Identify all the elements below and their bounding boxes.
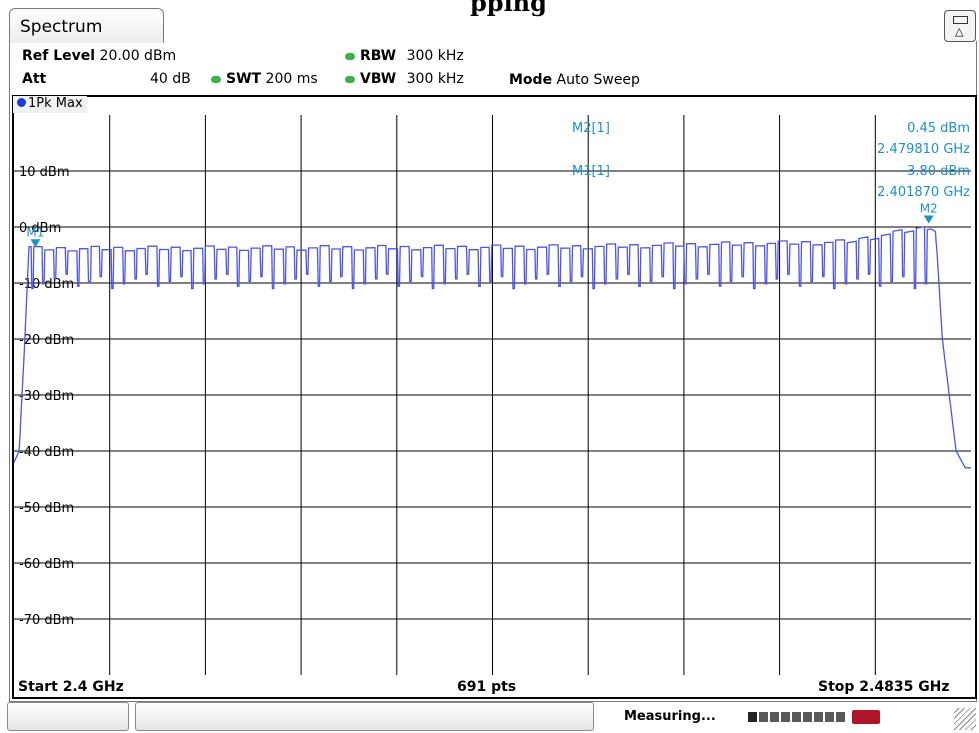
rbw-setting: RBW 300 kHz	[345, 48, 464, 64]
mode-setting: Mode Auto Sweep	[509, 72, 640, 88]
swt-label: SWT	[226, 71, 262, 87]
swt-value: 200 ms	[265, 71, 318, 87]
vbw-coupled-icon	[345, 75, 355, 83]
ref-level-label: Ref Level	[22, 48, 96, 64]
att-label-wrap: Att	[22, 71, 46, 87]
status-message-field	[135, 702, 594, 731]
battery-icon	[953, 16, 968, 24]
att-label: Att	[22, 71, 47, 87]
status-field-left	[7, 702, 129, 731]
att-value: 40 dB	[150, 71, 191, 87]
swt-setting: SWT 200 ms	[211, 71, 318, 87]
sweep-points: 691 pts	[457, 679, 517, 695]
remote-status-icon	[852, 710, 880, 724]
progress-led	[748, 712, 757, 722]
progress-led	[803, 712, 812, 722]
rbw-value: 300 kHz	[406, 48, 464, 64]
progress-led	[814, 712, 823, 722]
mode-value: Auto Sweep	[556, 72, 640, 88]
triangle-icon: △	[955, 25, 964, 38]
tab-spectrum[interactable]: Spectrum	[9, 8, 164, 43]
vbw-value: 300 kHz	[406, 71, 464, 87]
stop-frequency: Stop 2.4835 GHz	[818, 679, 950, 695]
top-caption: pping	[470, 0, 547, 17]
vbw-setting: VBW 300 kHz	[345, 71, 464, 87]
tab-spectrum-label: Spectrum	[20, 17, 103, 37]
display-config-button[interactable]: △	[944, 10, 976, 42]
trace-label: 1Pk Max	[13, 96, 87, 113]
progress-led	[770, 712, 779, 722]
start-frequency: Start 2.4 GHz	[18, 679, 124, 695]
progress-led	[836, 712, 845, 722]
progress-led	[792, 712, 801, 722]
rbw-label: RBW	[360, 48, 397, 64]
trace-dot-icon	[17, 98, 26, 107]
resize-grip-icon[interactable]	[954, 708, 976, 730]
diagram-footer	[12, 676, 977, 699]
measuring-status: Measuring...	[624, 709, 716, 724]
progress-led	[759, 712, 768, 722]
trace-label-text: 1Pk Max	[28, 96, 83, 111]
swt-coupled-icon	[211, 75, 221, 83]
spectrum-diagram[interactable]	[12, 95, 977, 680]
rbw-coupled-icon	[345, 52, 355, 60]
mode-label: Mode	[509, 72, 553, 88]
vbw-label: VBW	[360, 71, 397, 87]
ref-level-setting: Ref Level 20.00 dBm	[22, 48, 176, 64]
ref-level-value: 20.00 dBm	[99, 48, 177, 64]
progress-led	[825, 712, 834, 722]
progress-led	[781, 712, 790, 722]
